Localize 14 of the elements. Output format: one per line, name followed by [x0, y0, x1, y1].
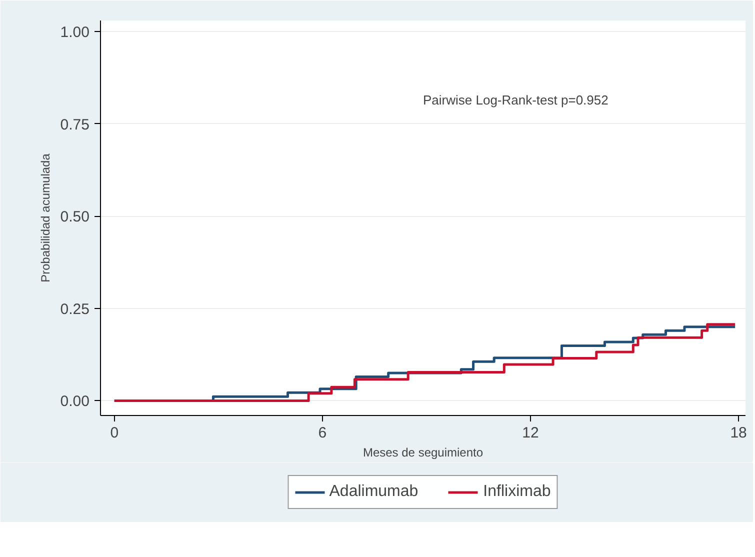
x-tick-label: 12 — [522, 424, 539, 442]
y-tick-label: 0.50 — [60, 208, 90, 226]
annotation: Pairwise Log-Rank-test p=0.952 — [423, 92, 608, 108]
x-axis-title: Meses de seguimiento — [362, 446, 484, 460]
legend-label: Adalimumab — [329, 483, 418, 501]
legend-label: Infliximab — [483, 483, 551, 501]
y-tick-label: 0.00 — [60, 393, 90, 410]
y-tick-label: 0.75 — [60, 116, 90, 134]
y-tick-label: 0.25 — [60, 300, 90, 318]
x-tick-label: 18 — [730, 424, 747, 442]
x-tick-label: 6 — [318, 424, 327, 442]
y-axis-title: Probabilidad acumulada — [38, 153, 52, 282]
y-tick-label: 1.00 — [60, 24, 90, 42]
x-tick-label: 0 — [110, 424, 119, 442]
